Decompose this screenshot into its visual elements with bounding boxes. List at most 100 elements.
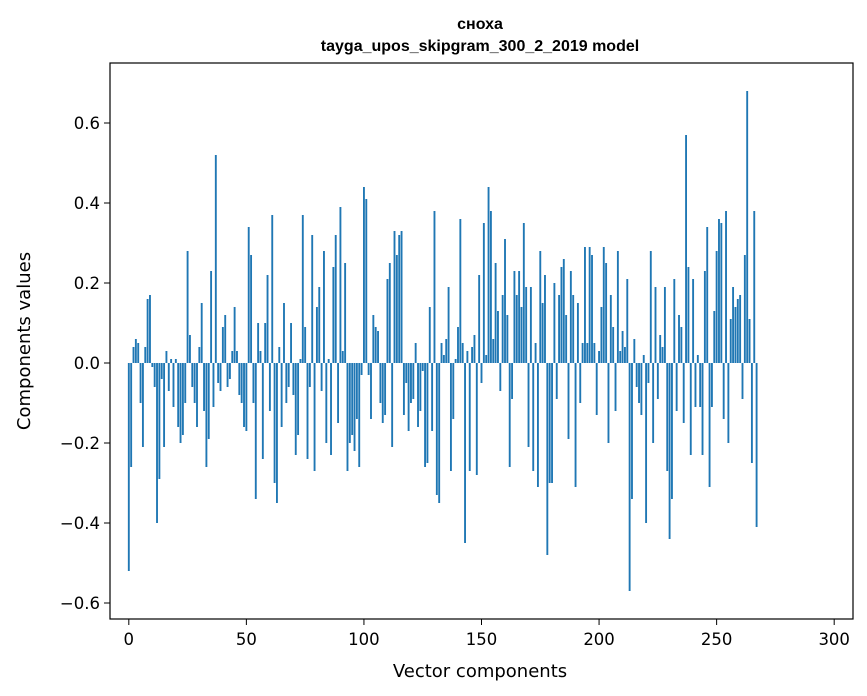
bar [631, 363, 633, 499]
bar [407, 363, 410, 431]
bar [264, 323, 267, 363]
bar [191, 363, 194, 387]
bar [685, 135, 687, 363]
bar [527, 363, 530, 447]
bar [301, 215, 304, 363]
bar [727, 363, 730, 443]
chart-title: сноха [457, 16, 503, 33]
bar [461, 343, 464, 363]
bar [746, 91, 749, 363]
y-tick-label: 0.2 [74, 274, 100, 293]
bar [402, 363, 405, 415]
bar [405, 363, 408, 383]
bar [706, 227, 709, 363]
bar [722, 363, 725, 419]
bar [231, 351, 234, 363]
bar [743, 255, 746, 363]
bar [489, 211, 492, 363]
bar [616, 251, 619, 363]
bar [520, 307, 523, 363]
bar [652, 363, 655, 443]
bar [139, 363, 142, 403]
bar [457, 327, 459, 363]
bar [141, 363, 144, 447]
bar [365, 199, 368, 363]
bar [372, 315, 375, 363]
bar [600, 307, 603, 363]
bar [419, 363, 422, 411]
bar [247, 227, 250, 363]
bar [569, 271, 572, 363]
bar [713, 311, 716, 363]
bar [642, 355, 645, 363]
bar [299, 359, 302, 363]
bar [708, 363, 711, 487]
bar [718, 219, 720, 363]
bar [499, 363, 502, 391]
bar [198, 347, 201, 363]
bar [666, 363, 669, 471]
bar [482, 223, 485, 363]
bar [339, 207, 342, 363]
bar [428, 307, 431, 363]
x-tick-label: 100 [348, 630, 380, 649]
bar [341, 351, 344, 363]
bar [292, 363, 295, 395]
bar [189, 335, 191, 363]
bar [678, 315, 680, 363]
bar [210, 271, 213, 363]
bar [567, 363, 570, 439]
bar [311, 235, 314, 363]
bar [508, 363, 511, 467]
bar [330, 363, 332, 455]
bar [377, 331, 379, 363]
bar [449, 363, 452, 471]
bar [226, 363, 229, 387]
bar [750, 363, 753, 463]
bar [156, 363, 158, 523]
bar [273, 363, 276, 483]
bar [179, 363, 182, 443]
bar [447, 287, 450, 363]
bar [442, 355, 445, 363]
bar [553, 283, 556, 363]
bar [558, 295, 561, 363]
bar [353, 363, 356, 451]
bar [393, 231, 396, 363]
bar [673, 279, 676, 363]
bar [127, 363, 130, 571]
bar [513, 271, 516, 363]
bar [755, 363, 758, 527]
bar [174, 359, 177, 363]
bar [560, 267, 563, 363]
bar [539, 251, 542, 363]
bar [257, 323, 260, 363]
bar [386, 279, 389, 363]
bar [146, 299, 149, 363]
bar [200, 303, 203, 363]
bar [633, 339, 636, 363]
bar [480, 363, 483, 383]
x-tick-label: 300 [818, 630, 850, 649]
bar [435, 363, 438, 495]
bar [732, 287, 735, 363]
bar [710, 363, 713, 407]
bar [614, 363, 617, 411]
bar [506, 315, 509, 363]
bar [647, 363, 650, 383]
bar [532, 363, 535, 471]
chart-subtitle: tayga_upos_skipgram_300_2_2019 model [321, 38, 639, 55]
bar [576, 303, 579, 363]
bar [250, 255, 253, 363]
bar [355, 363, 358, 419]
bar [466, 351, 469, 363]
bar [219, 363, 222, 391]
bar [635, 363, 638, 387]
y-tick-label: 0.4 [74, 194, 100, 213]
bar [555, 363, 558, 399]
bar [130, 363, 133, 467]
bar [203, 363, 205, 411]
bar [692, 279, 695, 363]
bar [753, 211, 756, 363]
bar [548, 363, 551, 483]
